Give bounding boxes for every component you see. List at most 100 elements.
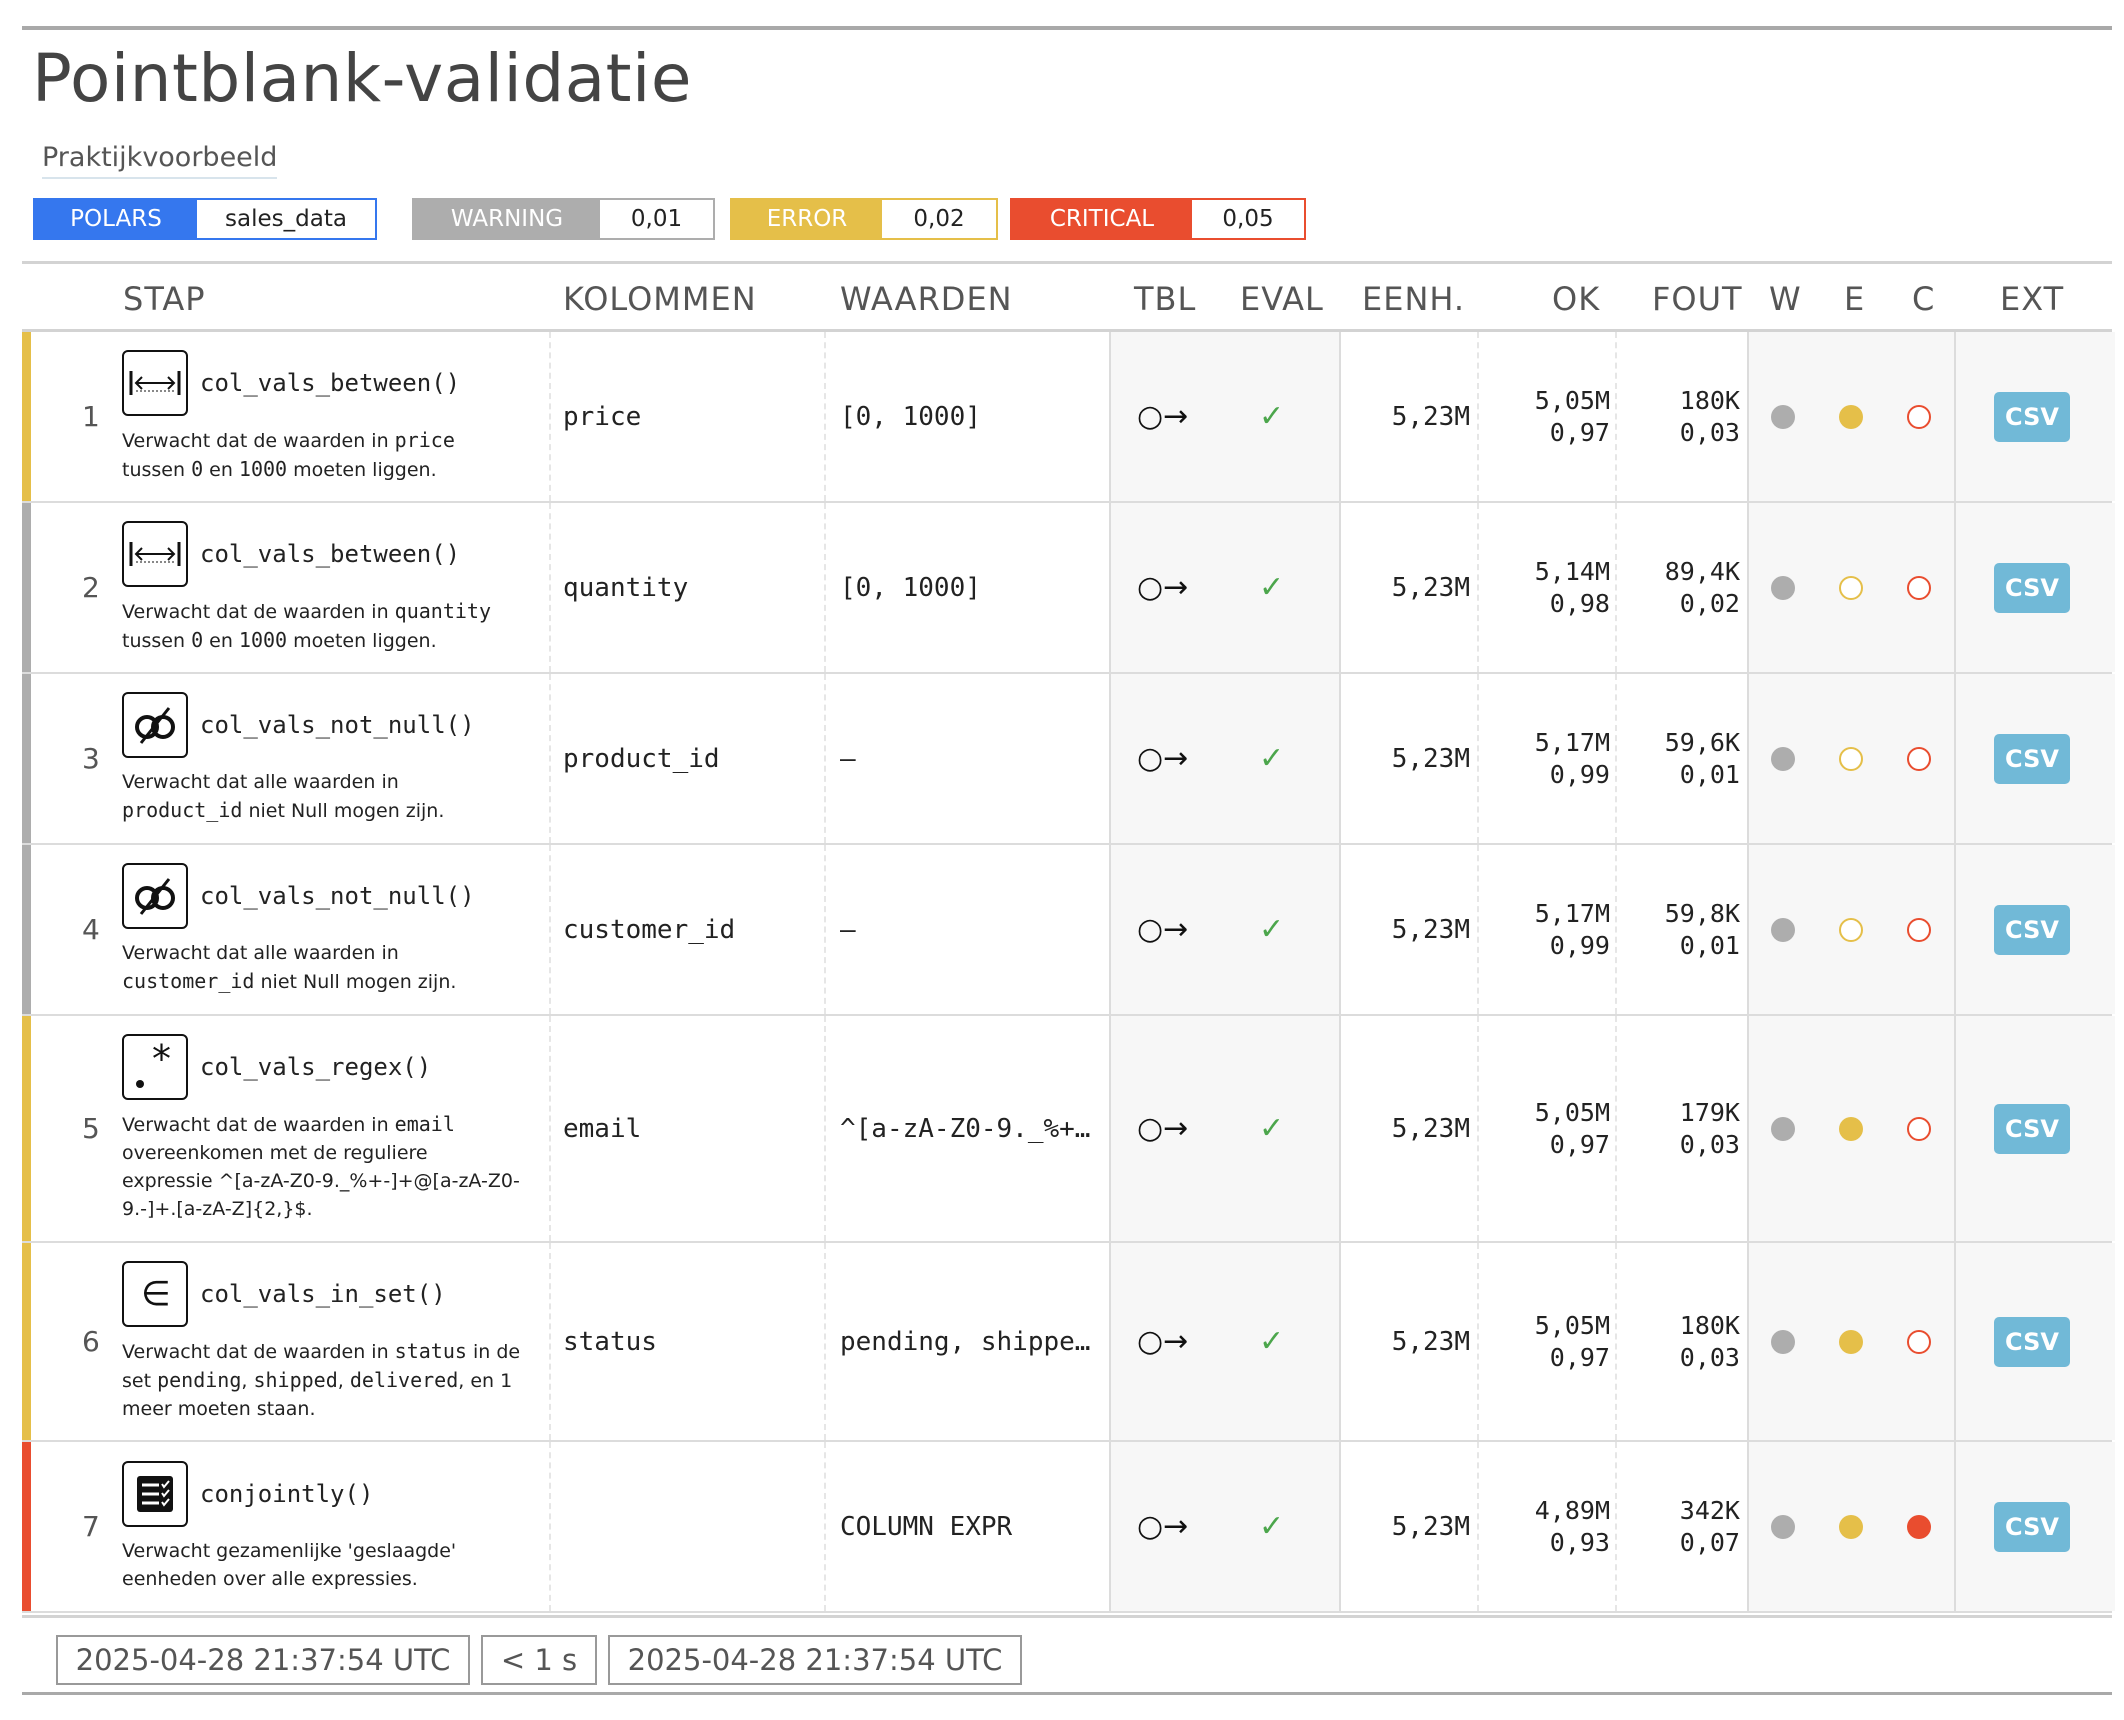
- description-code: delivered: [349, 1367, 459, 1392]
- eval-check-icon: ✓: [1259, 1509, 1285, 1544]
- step-number: 4: [82, 913, 100, 946]
- fail-count: 180K: [1679, 1310, 1740, 1340]
- header-values: WAARDEN: [840, 280, 1013, 318]
- engine-label: POLARS: [35, 200, 197, 238]
- threshold-e-dot-icon: [1839, 404, 1863, 429]
- csv-download-button[interactable]: CSV: [1994, 733, 2070, 784]
- column-divider: [1615, 503, 1617, 672]
- ok-count: 5,17M: [1534, 727, 1610, 757]
- description-code: 0: [191, 627, 204, 652]
- description-text: Verwacht gezamenlijke 'geslaagde' eenhed…: [122, 1539, 457, 1590]
- step-description: Verwacht gezamenlijke 'geslaagde' eenhed…: [122, 1537, 522, 1593]
- description-text: in de set: [122, 1340, 521, 1392]
- fail-fraction: 0,07: [1679, 1527, 1740, 1557]
- fail-cell: 89,4K 0,02: [1620, 503, 1740, 672]
- units-cell: 5,23M: [1391, 914, 1470, 945]
- csv-download-button[interactable]: CSV: [1994, 1103, 2070, 1154]
- step-head: * col_vals_regex(): [122, 1034, 431, 1100]
- header-ok: OK: [1552, 280, 1601, 318]
- eval-shade: [1109, 503, 1339, 672]
- csv-download-button[interactable]: CSV: [1994, 904, 2070, 955]
- column-divider: [1339, 845, 1341, 1014]
- column-divider: [1477, 1442, 1479, 1611]
- threshold-w-cell: [1767, 1016, 1799, 1241]
- ok-cell: 5,14M 0,98: [1482, 503, 1610, 672]
- description-text: en: [203, 458, 239, 481]
- threshold-w-cell: [1767, 674, 1799, 843]
- csv-download-button[interactable]: CSV: [1994, 562, 2070, 613]
- csv-download-button[interactable]: CSV: [1994, 1501, 2070, 1552]
- column-divider: [1477, 1243, 1479, 1440]
- ok-count: 5,05M: [1534, 1097, 1610, 1127]
- step-description: Verwacht dat alle waarden in product_id …: [122, 768, 522, 825]
- threshold-c-dot-icon: [1907, 1116, 1931, 1141]
- header-units: EENH.: [1362, 280, 1466, 318]
- column-divider: [1615, 332, 1617, 501]
- table-preview-icon[interactable]: ○→: [1137, 1111, 1189, 1146]
- step-head: col_vals_between(): [122, 520, 460, 587]
- description-text: moeten liggen.: [287, 629, 437, 652]
- status-bar: [22, 1442, 31, 1611]
- header-c: C: [1912, 280, 1936, 318]
- threshold-e-dot-icon: [1839, 1329, 1863, 1354]
- threshold-e-dot-icon: [1839, 1116, 1863, 1141]
- step-head: col_vals_not_null(): [122, 692, 475, 758]
- critical-threshold-badge: CRITICAL 0,05: [1010, 198, 1306, 240]
- fail-cell: 180K 0,03: [1620, 332, 1740, 501]
- table-preview-icon[interactable]: ○→: [1137, 570, 1189, 605]
- values-cell: [0, 1000]: [840, 401, 981, 432]
- table-preview-icon[interactable]: ○→: [1137, 1324, 1189, 1359]
- units-cell: 5,23M: [1391, 1326, 1470, 1357]
- ok-cell: 4,89M 0,93: [1482, 1442, 1610, 1611]
- warning-threshold-badge: WARNING 0,01: [412, 198, 715, 240]
- table-preview-icon[interactable]: ○→: [1137, 1509, 1189, 1544]
- fail-fraction: 0,03: [1679, 417, 1740, 447]
- step-cell: col_vals_between() Verwacht dat de waarde…: [122, 503, 542, 672]
- threshold-w-dot-icon: [1771, 1329, 1795, 1354]
- table-preview-icon[interactable]: ○→: [1137, 912, 1189, 947]
- not-null-icon: [122, 863, 188, 929]
- fail-cell: 179K 0,03: [1620, 1016, 1740, 1241]
- column-divider: [1339, 674, 1341, 843]
- ok-count: 4,89M: [1534, 1495, 1610, 1525]
- error-threshold-badge: ERROR 0,02: [730, 198, 998, 240]
- csv-download-button[interactable]: CSV: [1994, 391, 2070, 442]
- step-function: col_vals_regex(): [200, 1053, 432, 1081]
- threshold-e-cell: [1835, 1243, 1867, 1440]
- header-tbl: TBL: [1134, 280, 1197, 318]
- step-description: Verwacht dat de waarden in email overeen…: [122, 1110, 522, 1223]
- status-bar: [22, 674, 31, 843]
- column-divider: [1747, 1016, 1749, 1241]
- step-cell: col_vals_not_null() Verwacht dat alle waa…: [122, 845, 542, 1014]
- eval-shade: [1109, 845, 1339, 1014]
- description-code: 1000: [238, 456, 288, 481]
- table-preview-icon[interactable]: ○→: [1137, 741, 1189, 776]
- conjointly-icon: [122, 1460, 188, 1527]
- csv-download-button[interactable]: CSV: [1994, 1316, 2070, 1367]
- column-divider: [1615, 845, 1617, 1014]
- column-divider: [1747, 1442, 1749, 1611]
- column-divider: [1109, 1442, 1111, 1611]
- report-footer: 2025-04-28 21:37:54 UTC < 1 s 2025-04-28…: [22, 1615, 2112, 1695]
- column-divider: [1954, 845, 1956, 1014]
- fail-count: 179K: [1679, 1097, 1740, 1127]
- column-divider: [1109, 845, 1111, 1014]
- column-divider: [1477, 845, 1479, 1014]
- step-cell: ∈ col_vals_in_set() Verwacht dat de waarde…: [122, 1243, 542, 1440]
- description-text: ,: [241, 1369, 254, 1392]
- table-preview-icon[interactable]: ○→: [1137, 399, 1189, 434]
- description-text: , en 1 meer moeten staan.: [122, 1369, 513, 1420]
- threshold-c-cell: [1903, 332, 1935, 501]
- threshold-c-dot-icon: [1907, 917, 1931, 942]
- eval-check-icon: ✓: [1259, 741, 1285, 776]
- column-divider: [1477, 1016, 1479, 1241]
- column-divider: [1109, 332, 1111, 501]
- svg-text:∈: ∈: [141, 1274, 171, 1314]
- description-code: 0: [191, 456, 204, 481]
- ok-count: 5,17M: [1534, 898, 1610, 928]
- table-row: 5 * col_vals_regex() Verwacht dat de waarde…: [22, 1016, 2115, 1243]
- threshold-c-cell: [1903, 1243, 1935, 1440]
- column-divider: [1339, 1243, 1341, 1440]
- threshold-c-dot-icon: [1907, 575, 1931, 600]
